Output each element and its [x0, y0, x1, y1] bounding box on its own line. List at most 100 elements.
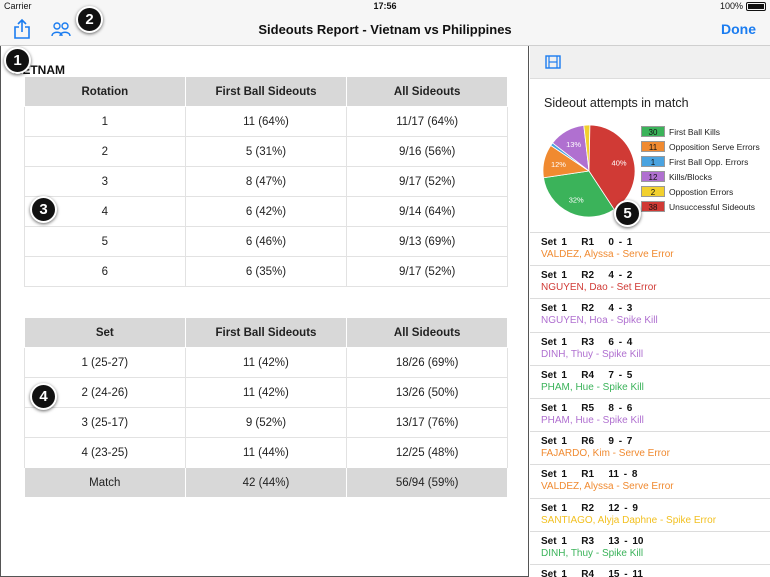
event-header: Set 1 R5 8 - 6: [541, 402, 633, 414]
event-detail: PHAM, Hue - Spike Kill: [541, 381, 644, 393]
legend-swatch: 30: [641, 126, 665, 137]
table-cell: 13/26 (50%): [346, 377, 508, 408]
list-item[interactable]: Set 1 R6 9 - 7 FAJARDO, Kim - Serve Error: [530, 431, 770, 464]
column-header: Rotation: [24, 76, 186, 107]
table-cell: 3: [24, 166, 186, 197]
table-cell: 11 (42%): [184, 347, 348, 378]
film-icon[interactable]: [545, 55, 561, 74]
column-header: First Ball Sideouts: [184, 317, 348, 348]
callout-badge: 1: [4, 47, 31, 74]
list-item[interactable]: Set 1 R1 0 - 1 VALDEZ, Alyssa - Serve Err…: [530, 232, 770, 265]
event-header: Set 1 R1 0 - 1: [541, 237, 633, 248]
table-cell: 1 (25-27): [24, 347, 186, 378]
event-detail: NGUYEN, Hoa - Spike Kill: [541, 315, 658, 327]
table-cell: 9/16 (56%): [346, 136, 508, 167]
share-icon[interactable]: [13, 18, 31, 45]
event-header: Set 1 R2 4 - 2: [541, 270, 633, 282]
event-header: Set 1 R2 12 - 9: [541, 502, 638, 514]
battery-indicator: 100%: [720, 1, 766, 11]
list-item[interactable]: Set 1 R2 4 - 2 NGUYEN, Dao - Set Error: [530, 265, 770, 298]
table-row: 4 6 (42%) 9/14 (64%): [24, 196, 508, 227]
table-row: 1 11 (64%) 11/17 (64%): [24, 106, 508, 137]
table-cell: 1: [24, 106, 186, 137]
battery-percent: 100%: [719, 1, 743, 11]
table-header-row: Set First Ball Sideouts All Sideouts: [24, 317, 508, 348]
callout-badge: 4: [30, 383, 57, 410]
table-cell: 4 (23-25): [24, 437, 186, 468]
column-header: First Ball Sideouts: [184, 76, 348, 107]
legend-label: Oppostion Errors: [669, 186, 734, 197]
legend-label: Opposition Serve Errors: [669, 141, 760, 152]
event-header: Set 1 R4 15 - 11: [541, 568, 643, 577]
sideout-attempts-panel: Sideout attempts in match 32% 12% 13% 40% 3…: [530, 46, 770, 577]
list-item[interactable]: Set 1 R4 15 - 11: [530, 563, 770, 577]
table-cell: 9/13 (69%): [346, 226, 508, 257]
list-item[interactable]: Set 1 R2 12 - 9 SANTIAGO, Alyja Daphne - …: [530, 497, 770, 531]
event-detail: SANTIAGO, Alyja Daphne - Spike Error: [541, 514, 717, 526]
callout-badge: 2: [76, 6, 103, 33]
status-time: 17:56: [373, 1, 397, 11]
column-header: All Sideouts: [346, 317, 508, 348]
table-row: 2 5 (31%) 9/16 (56%): [24, 136, 508, 167]
table-row: 5 6 (46%) 9/13 (69%): [24, 226, 508, 257]
pie-slice: [543, 170, 615, 218]
event-detail: PHAM, Hue - Spike Kill: [541, 414, 644, 426]
legend-item: 38 Unsuccessful Sideouts: [641, 199, 760, 214]
chart-legend: 30 First Ball Kills 11 Opposition Serve Err…: [641, 124, 760, 214]
list-item[interactable]: Set 1 R5 8 - 6 PHAM, Hue - Spike Kill: [530, 397, 770, 431]
table-row: 3 8 (47%) 9/17 (52%): [24, 166, 508, 197]
callout-badge: 5: [614, 200, 641, 227]
event-header: Set 1 R2 4 - 3: [541, 303, 633, 315]
table-cell: 18/26 (69%): [346, 347, 508, 378]
team-icon[interactable]: [51, 20, 71, 43]
table-cell: 2: [24, 136, 186, 167]
legend-swatch: 38: [641, 201, 665, 212]
legend-label: Unsuccessful Sideouts: [669, 201, 755, 212]
table-cell: 5: [24, 226, 186, 257]
table-cell: 3 (25-17): [24, 407, 186, 438]
legend-item: 30 First Ball Kills: [641, 124, 760, 139]
page-title: Sideouts Report - Vietnam vs Philippines: [258, 22, 512, 37]
event-header: Set 1 R4 7 - 5: [541, 369, 633, 381]
table-header-row: Rotation First Ball Sideouts All Sideout…: [24, 76, 508, 107]
event-detail: FAJARDO, Kim - Serve Error: [541, 448, 670, 460]
table-cell: 13/17 (76%): [346, 407, 508, 438]
list-item[interactable]: Set 1 R3 13 - 10 DINH, Thuy - Spike Kill: [530, 530, 770, 564]
done-button[interactable]: Done: [721, 21, 756, 37]
table-row: 6 6 (35%) 9/17 (52%): [24, 256, 508, 287]
match-total-row: Match 42 (44%) 56/94 (59%): [24, 467, 508, 498]
event-detail: VALDEZ, Alyssa - Serve Error: [541, 249, 674, 260]
table-cell: 9 (52%): [184, 407, 348, 438]
legend-label: First Ball Opp. Errors: [669, 156, 749, 167]
list-item[interactable]: Set 1 R2 4 - 3 NGUYEN, Hoa - Spike Kill: [530, 298, 770, 331]
table-cell: 5 (31%): [184, 136, 348, 167]
set-table: Set First Ball Sideouts All Sideouts 1 (…: [24, 317, 508, 498]
table-row: 1 (25-27) 11 (42%) 18/26 (69%): [24, 347, 508, 378]
column-header: All Sideouts: [346, 76, 508, 107]
list-item[interactable]: Set 1 R1 11 - 8 VALDEZ, Alyssa - Serve Er…: [530, 464, 770, 497]
table-cell: 8 (47%): [184, 166, 348, 197]
list-item[interactable]: Set 1 R4 7 - 5 PHAM, Hue - Spike Kill: [530, 364, 770, 398]
pie-slice-label: 40%: [612, 158, 627, 167]
list-item[interactable]: Set 1 R3 6 - 4 DINH, Thuy - Spike Kill: [530, 331, 770, 365]
legend-swatch: 1: [641, 156, 665, 167]
callout-badge: 3: [30, 196, 57, 223]
legend-label: Kills/Blocks: [669, 171, 712, 182]
column-header: Set: [24, 317, 186, 348]
status-bar: Carrier 17:56 100%: [0, 0, 770, 12]
table-cell: Match: [24, 467, 186, 498]
table-cell: 11 (42%): [184, 377, 348, 408]
event-list: Set 1 R1 0 - 1 VALDEZ, Alyssa - Serve Err…: [530, 232, 770, 577]
table-cell: 6 (35%): [184, 256, 348, 287]
legend-swatch: 12: [641, 171, 665, 182]
event-detail: DINH, Thuy - Spike Kill: [541, 547, 644, 559]
rotation-table: Rotation First Ball Sideouts All Sideout…: [24, 76, 508, 287]
legend-item: 2 Oppostion Errors: [641, 184, 760, 199]
table-cell: 6 (42%): [184, 196, 348, 227]
table-row: 4 (23-25) 11 (44%) 12/25 (48%): [24, 437, 508, 468]
legend-item: 1 First Ball Opp. Errors: [641, 154, 760, 169]
event-header: Set 1 R1 11 - 8: [541, 469, 638, 481]
battery-icon: [746, 1, 766, 11]
event-detail: NGUYEN, Dao - Set Error: [541, 282, 657, 294]
pie-slice-label: 12%: [551, 160, 566, 169]
